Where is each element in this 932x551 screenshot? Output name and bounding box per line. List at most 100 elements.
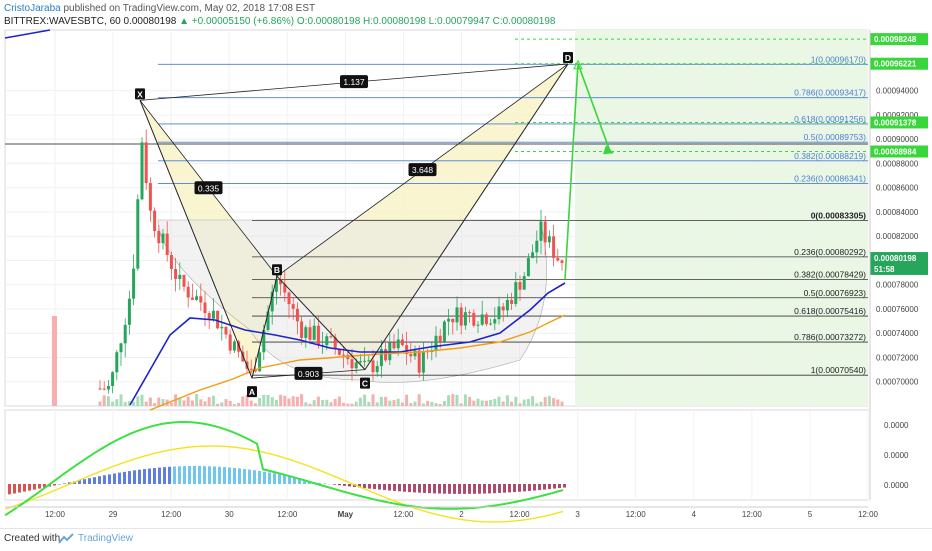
macd-histogram-bar [543, 484, 546, 490]
candle-body [99, 388, 102, 389]
volume-bar [103, 395, 106, 406]
volume-bar [346, 404, 349, 406]
candle-body [535, 241, 538, 253]
candle-body [401, 339, 404, 345]
tradingview-brand-link[interactable]: TradingView [78, 533, 133, 544]
volume-bar [275, 400, 278, 406]
macd-histogram-bar [533, 484, 536, 491]
volume-bar [435, 403, 438, 406]
volume-bar [120, 394, 123, 406]
y-tick-label: 0.00088000 [876, 159, 919, 168]
macd-tick-label: 0.0000 [884, 481, 909, 490]
volume-bar [124, 402, 127, 406]
candle-body [506, 300, 509, 310]
candle-body [330, 336, 333, 337]
macd-histogram-bar [63, 483, 66, 484]
volume-bar [220, 403, 223, 406]
fib-label-lower: 0.786(0.00073272) [794, 332, 866, 342]
candle-body [229, 335, 232, 351]
candle-body [342, 355, 345, 356]
volume-bar [330, 402, 333, 406]
macd-histogram-bar [538, 484, 541, 490]
volume-bar [136, 396, 139, 406]
macd-histogram-bar [518, 484, 521, 492]
macd-histogram-bar [53, 484, 56, 485]
volume-bar [544, 397, 547, 406]
candle-body [464, 312, 467, 325]
candle-body [191, 298, 194, 300]
volume-bar [460, 403, 463, 406]
macd-histogram-bar [383, 484, 386, 490]
volume-bar [195, 394, 198, 406]
volume-bar [535, 403, 538, 406]
volume-bar [367, 402, 370, 406]
volume-bar [376, 402, 379, 406]
macd-histogram-bar [458, 484, 461, 494]
volume-bar [132, 402, 135, 406]
macd-histogram-bar [128, 471, 131, 484]
candle-body [166, 234, 169, 255]
macd-histogram-bar [483, 484, 486, 494]
macd-tick-label: 0.0000 [884, 421, 909, 430]
volume-bar [355, 402, 358, 406]
fib-label-lower: 1(0.00070540) [811, 365, 866, 375]
y-tick-label: 0.00074000 [876, 329, 919, 338]
fib-label-upper: 0.382(0.00088219) [794, 151, 866, 161]
volume-bar [477, 399, 480, 406]
volume-bar [418, 394, 421, 406]
point-label: C [362, 379, 368, 389]
macd-histogram-bar [498, 484, 501, 493]
volume-bar [267, 395, 270, 406]
candle-body [183, 275, 186, 287]
volume-bar [288, 398, 291, 406]
macd-histogram-bar [158, 468, 161, 484]
macd-histogram-bar [163, 467, 166, 484]
volume-bar [531, 396, 534, 406]
volume-bar [107, 396, 110, 406]
volume-bar [472, 401, 475, 406]
macd-histogram-bar [168, 467, 171, 484]
x-tick-label: 12:00 [161, 510, 182, 519]
macd-histogram-bar [418, 484, 421, 493]
fib-label-lower: 0.5(0.00076923) [804, 288, 867, 298]
macd-histogram-bar [378, 484, 381, 490]
macd-histogram-bar [273, 473, 276, 484]
tradingview-logo-icon [58, 533, 74, 545]
macd-histogram-bar [553, 484, 556, 489]
volume-bar [351, 404, 354, 406]
candle-body [477, 325, 480, 326]
candle-body [540, 221, 543, 240]
macd-histogram-bar [488, 484, 491, 493]
price-chart[interactable]: 1(0.00096170)0.786(0.00093417)0.618(0.00… [0, 0, 932, 528]
point-label: A [249, 387, 255, 397]
candle-body [162, 234, 165, 244]
macd-histogram-bar [138, 470, 141, 484]
macd-histogram-bar [143, 469, 146, 484]
macd-histogram-bar [33, 484, 36, 490]
macd-histogram-bar [348, 484, 351, 486]
macd-histogram-bar [213, 466, 216, 484]
macd-histogram-bar [343, 484, 346, 486]
candle-body [519, 282, 522, 290]
volume-bar [506, 395, 509, 406]
x-tick-label: 4 [692, 510, 697, 519]
macd-histogram-bar [13, 484, 16, 493]
y-tick-label: 0.00084000 [876, 208, 919, 217]
volume-bar [313, 400, 316, 406]
macd-histogram-bar [93, 477, 96, 484]
macd-histogram-bar [118, 473, 121, 484]
candle-body [439, 336, 442, 342]
candle-body [510, 300, 513, 304]
candle-body [111, 372, 114, 386]
candle-body [195, 296, 198, 300]
volume-bar [481, 400, 484, 406]
macd-histogram-bar [438, 484, 441, 494]
volume-bar [170, 403, 173, 406]
macd-histogram-bar [338, 484, 341, 485]
macd-histogram-bar [208, 466, 211, 484]
candle-body [212, 311, 215, 319]
volume-bar [325, 400, 328, 406]
volume-bar [422, 403, 425, 406]
macd-histogram-bar [563, 484, 566, 488]
volume-bar [388, 401, 391, 406]
